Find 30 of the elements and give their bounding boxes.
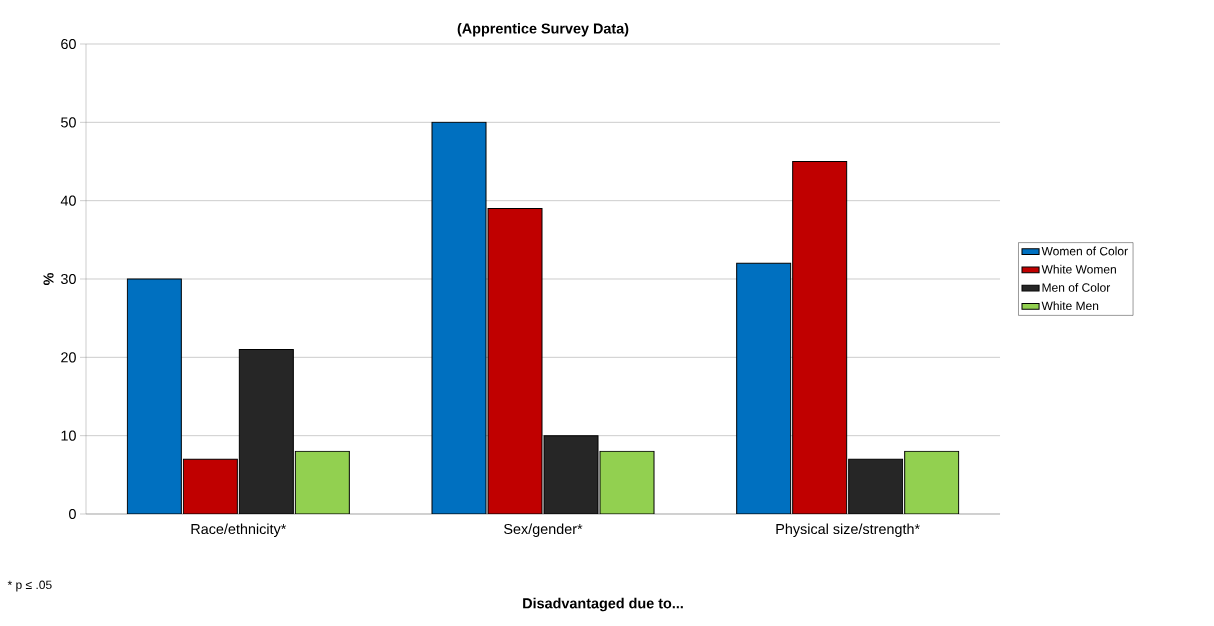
bar bbox=[599, 450, 655, 514]
x-axis-title: Disadvantaged due to... bbox=[523, 597, 683, 612]
bar bbox=[848, 458, 904, 514]
legend-label: White Women bbox=[1041, 264, 1116, 274]
bar bbox=[543, 435, 599, 514]
x-tick-label: Race/ethnicity* bbox=[191, 523, 287, 537]
y-axis-title: % bbox=[43, 272, 54, 286]
x-tick-label: Sex/gender* bbox=[504, 523, 583, 537]
legend-label: Men of Color bbox=[1042, 283, 1111, 292]
bar bbox=[487, 208, 543, 514]
bar bbox=[792, 161, 848, 514]
legend-label: White Men bbox=[1041, 301, 1099, 310]
bar bbox=[294, 450, 350, 514]
y-tick-label: 0 bbox=[69, 508, 76, 520]
chart-title: (Apprentice Survey Data) bbox=[457, 23, 629, 37]
bar bbox=[238, 349, 294, 514]
bar bbox=[126, 278, 182, 514]
legend-label: Women of Color bbox=[1041, 246, 1128, 256]
y-tick-label: 60 bbox=[61, 38, 76, 50]
text: * p ≤ .05 bbox=[7, 580, 52, 592]
y-tick-label: 10 bbox=[61, 430, 76, 441]
bar bbox=[904, 450, 960, 514]
y-tick-label: 40 bbox=[60, 195, 76, 206]
x-tick-label: Physical size/strength* bbox=[776, 523, 920, 537]
bar bbox=[736, 262, 792, 514]
y-tick-label: 50 bbox=[61, 117, 76, 128]
y-tick-label: 20 bbox=[61, 352, 76, 363]
y-tick-label: 30 bbox=[61, 273, 76, 285]
bar bbox=[431, 121, 487, 514]
bar bbox=[182, 458, 238, 514]
